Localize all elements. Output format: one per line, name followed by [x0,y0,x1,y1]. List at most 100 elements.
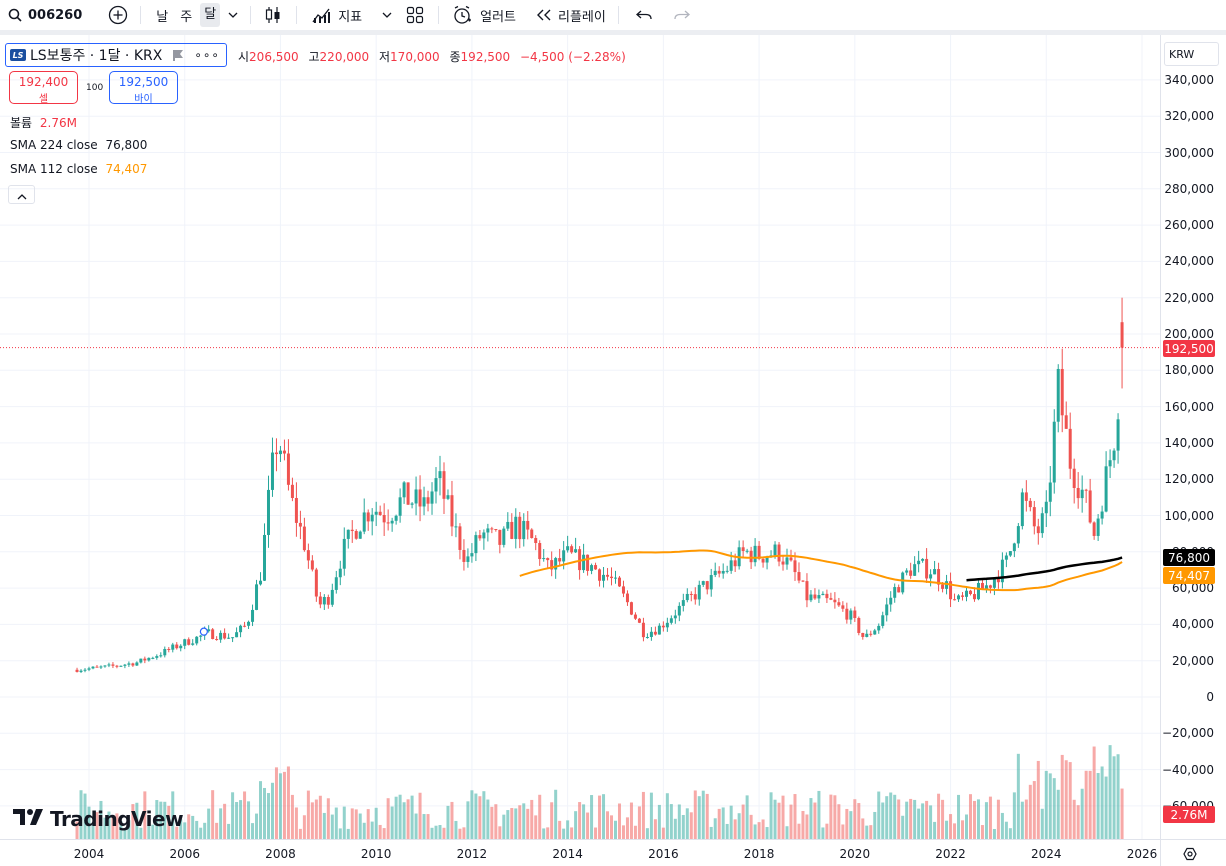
search-icon [8,8,22,22]
volume-bar [199,827,203,839]
candle-body [976,582,980,600]
candle-body [386,522,390,524]
candle-body [590,565,594,571]
volume-bar [486,799,490,839]
volume-bar [885,796,889,839]
volume-bar [988,796,992,839]
close-value: 192,500 [460,50,511,64]
volume-bar [1052,778,1056,839]
candle-body [1048,482,1052,502]
candle-body [1036,526,1040,534]
price-tick-label: 260,000 [1164,218,1214,233]
toolbar-border [0,30,1226,35]
candle-body [785,557,789,565]
chevron-down-icon[interactable] [228,12,238,18]
chevron-down-icon[interactable] [382,12,392,18]
chart-pane[interactable] [0,35,1160,839]
volume-bar [980,825,984,839]
candle-body [972,594,976,600]
chart-type-button[interactable] [264,0,282,30]
candle-body [1056,368,1060,422]
volume-legend[interactable]: 볼륨 2.76M [10,114,77,131]
candle-body [578,549,582,571]
volume-bar [757,822,761,839]
candle-body [773,544,777,556]
interval-month[interactable]: 달 [200,3,221,27]
volume-bar [370,821,374,839]
candle-body [290,484,294,498]
time-axis[interactable]: 2004 2006 2008 2010 2012 2014 2016 2018 2020 2022… [0,839,1160,866]
candle-body [263,534,266,581]
candle-body [414,489,418,504]
symbol-title-box[interactable]: LS LS보통주 · 1달 · KRX ∘∘∘ [5,43,227,67]
candle-body [394,515,398,521]
flag-icon[interactable] [172,49,184,61]
undo-button[interactable] [635,0,652,30]
layout-button[interactable] [406,0,424,30]
volume-bar [693,790,697,839]
candle-body [833,599,837,603]
more-icon[interactable]: ∘∘∘ [194,48,220,62]
price-chart[interactable] [0,35,1160,839]
symbol-search[interactable]: 006260 [8,0,82,30]
volume-bar [159,801,163,839]
alert-button[interactable]: 얼러트 [452,0,516,30]
price-axis[interactable]: 340,000 320,000 300,000 280,000 260,000 240,0… [1160,35,1226,839]
volume-bar [1084,770,1088,839]
candle-body [653,631,657,635]
add-symbol-button[interactable] [108,0,128,30]
candle-body [865,633,869,637]
volume-bar [550,802,554,839]
collapse-legend-button[interactable] [8,185,35,204]
sell-button[interactable]: 192,400 셀 [9,71,78,105]
add-symbol-icon [108,5,128,25]
candle-body [167,648,171,650]
settings-icon[interactable] [1183,846,1197,865]
volume-bar [466,801,470,839]
candle-body [207,629,211,632]
volume-bar [546,827,550,839]
candle-body [582,554,586,571]
volume-bar [135,802,139,839]
volume-bar [865,825,869,839]
candle-body [390,520,394,524]
candle-body [526,520,530,530]
volume-bar [1036,760,1040,839]
volume-bar [298,828,302,839]
candle-body [793,560,797,573]
indicators-button[interactable]: 지표 [312,0,392,30]
volume-bar [933,821,937,839]
layout-icon [406,6,424,24]
redo-button[interactable] [674,0,690,30]
replay-button[interactable]: 리플레이 [536,0,606,30]
volume-bar [833,795,837,839]
tradingview-watermark[interactable]: TradingView [12,807,184,831]
volume-bar [825,823,829,839]
candle-body [877,625,881,631]
volume-bar [570,827,574,839]
candle-body [801,580,805,582]
interval-day[interactable]: 날 [156,9,169,25]
sma224-legend[interactable]: SMA 224 close 76,800 [10,138,147,152]
volume-bar [107,811,111,839]
candle-body [665,622,669,628]
candle-body [733,560,737,567]
candle-body [1052,421,1056,483]
volume-bar [143,791,147,839]
buy-button[interactable]: 192,500 바이 [109,71,178,105]
volume-bar [498,826,502,839]
currency-selector[interactable]: KRW [1164,42,1219,66]
candle-body [709,575,713,590]
candle-body [905,570,909,573]
low-value: 170,000 [390,50,440,64]
volume-bar [95,812,99,839]
candle-body [988,585,992,588]
candle-body [139,658,143,663]
candle-body [909,570,913,576]
price-tick-label: 180,000 [1164,363,1214,378]
interval-week[interactable]: 주 [180,9,193,25]
volume-bar [294,807,298,839]
volume-bar [131,804,135,839]
sma112-legend[interactable]: SMA 112 close 74,407 [10,162,147,176]
candle-body [83,669,87,671]
